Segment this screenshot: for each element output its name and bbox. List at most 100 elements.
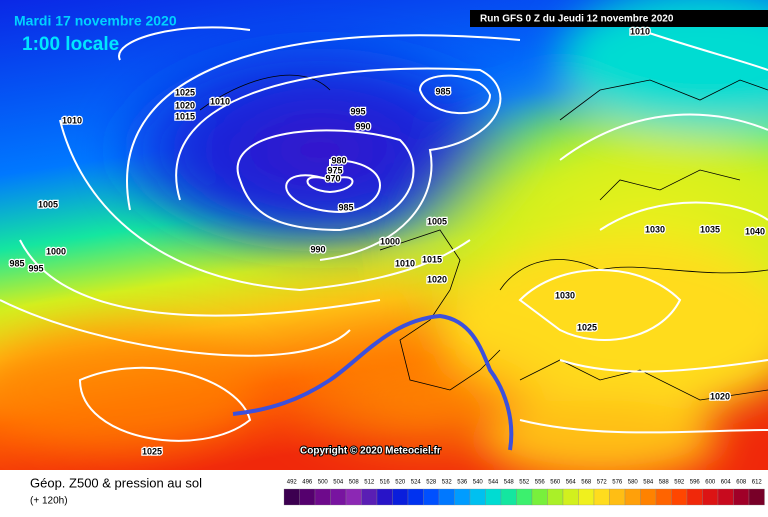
legend-label: 500 — [318, 480, 329, 486]
isobar-label: 1000 — [46, 246, 66, 256]
isobar-label: 980 — [331, 155, 346, 165]
legend-swatch — [500, 488, 517, 506]
isobar-label: 995 — [28, 263, 43, 273]
legend-label: 504 — [333, 480, 344, 486]
legend-swatch — [407, 488, 424, 506]
legend-swatch — [469, 488, 486, 506]
isobar-label: 1025 — [577, 322, 597, 332]
legend-label: 572 — [597, 480, 608, 486]
legend-label: 556 — [535, 480, 546, 486]
isobar-label: 995 — [350, 106, 365, 116]
legend-label: 544 — [488, 480, 499, 486]
isobar-label: 1005 — [427, 216, 447, 226]
legend-label: 496 — [302, 480, 313, 486]
legend-label: 568 — [581, 480, 592, 486]
copyright: Copyright © 2020 Meteociel.fr — [300, 446, 441, 457]
isobar-label: 1000 — [380, 236, 400, 246]
legend-swatch — [392, 488, 409, 506]
legend-swatch — [283, 488, 300, 506]
legend-swatch — [578, 488, 595, 506]
isobar-label: 1020 — [710, 391, 730, 401]
isobar-label: 1020 — [175, 100, 195, 110]
legend-swatch — [330, 488, 347, 506]
legend-label: 588 — [659, 480, 670, 486]
isobar-label: 1010 — [395, 258, 415, 268]
legend-label: 520 — [395, 480, 406, 486]
run-banner — [470, 10, 768, 27]
legend-swatch — [702, 488, 719, 506]
legend-swatch — [438, 488, 455, 506]
legend-label: 492 — [287, 480, 298, 486]
legend-label: 608 — [736, 480, 747, 486]
isobar-label: 990 — [310, 244, 325, 254]
isobar-label: 990 — [355, 121, 370, 131]
isobar-label: 985 — [9, 258, 24, 268]
legend-swatch — [655, 488, 672, 506]
legend-label: 536 — [457, 480, 468, 486]
time-label: 1:00 locale — [22, 34, 119, 55]
isobar-label: 1030 — [555, 290, 575, 300]
isobar-label: 1025 — [142, 446, 162, 456]
legend-label: 532 — [442, 480, 453, 486]
date-label: Mardi 17 novembre 2020 — [14, 13, 177, 29]
legend-label: 524 — [411, 480, 422, 486]
legend-label: 516 — [380, 480, 391, 486]
legend-swatch — [733, 488, 750, 506]
legend-label: 600 — [705, 480, 716, 486]
isobar-label: 1010 — [210, 96, 230, 106]
legend-label: 508 — [349, 480, 360, 486]
run-label: Run GFS 0 Z du Jeudi 12 novembre 2020 — [480, 14, 674, 25]
legend-label: 604 — [721, 480, 732, 486]
legend-label: 548 — [504, 480, 515, 486]
legend-swatch — [376, 488, 393, 506]
legend-label: 576 — [612, 480, 623, 486]
legend-swatch — [609, 488, 626, 506]
isobar-label: 970 — [325, 173, 340, 183]
isobar-label: 985 — [338, 202, 353, 212]
footer-lead: (+ 120h) — [30, 496, 68, 507]
legend-label: 528 — [426, 480, 437, 486]
isobar-label: 1040 — [745, 226, 765, 236]
isobar-label: 1035 — [700, 224, 720, 234]
legend-label: 580 — [628, 480, 639, 486]
legend-swatch — [299, 488, 316, 506]
legend-swatch — [531, 488, 548, 506]
legend-swatch — [361, 488, 378, 506]
legend-label: 612 — [752, 480, 763, 486]
isobar-label: 985 — [435, 86, 450, 96]
isobar-label: 975 — [327, 165, 342, 175]
legend-swatch — [547, 488, 564, 506]
legend-swatch — [686, 488, 703, 506]
legend-swatch — [593, 488, 610, 506]
isobar-label: 1005 — [38, 199, 58, 209]
isobar-label: 1010 — [62, 115, 82, 125]
legend-swatch — [640, 488, 657, 506]
isobar-label: 1030 — [645, 224, 665, 234]
legend-swatch — [748, 488, 765, 506]
legend-swatch — [624, 488, 641, 506]
isobar-label: 1015 — [175, 111, 195, 121]
legend-swatch — [671, 488, 688, 506]
legend-swatch — [562, 488, 579, 506]
map-area — [0, 0, 768, 480]
legend-label: 564 — [566, 480, 577, 486]
legend-label: 540 — [473, 480, 484, 486]
isobar-label: 1015 — [422, 254, 442, 264]
legend-swatch — [717, 488, 734, 506]
legend-swatch — [454, 488, 471, 506]
footer-title: Géop. Z500 & pression au sol — [30, 475, 202, 490]
legend-label: 584 — [643, 480, 654, 486]
legend-swatch — [314, 488, 331, 506]
legend-swatch — [516, 488, 533, 506]
legend-swatch — [345, 488, 362, 506]
isobar-label: 1020 — [427, 274, 447, 284]
isobar-label: 1010 — [630, 26, 650, 36]
legend-label: 552 — [519, 480, 530, 486]
legend-label: 596 — [690, 480, 701, 486]
isobar-label: 1025 — [175, 87, 195, 97]
legend-label: 512 — [364, 480, 375, 486]
legend-label: 592 — [674, 480, 685, 486]
legend-swatch — [423, 488, 440, 506]
legend-label: 560 — [550, 480, 561, 486]
